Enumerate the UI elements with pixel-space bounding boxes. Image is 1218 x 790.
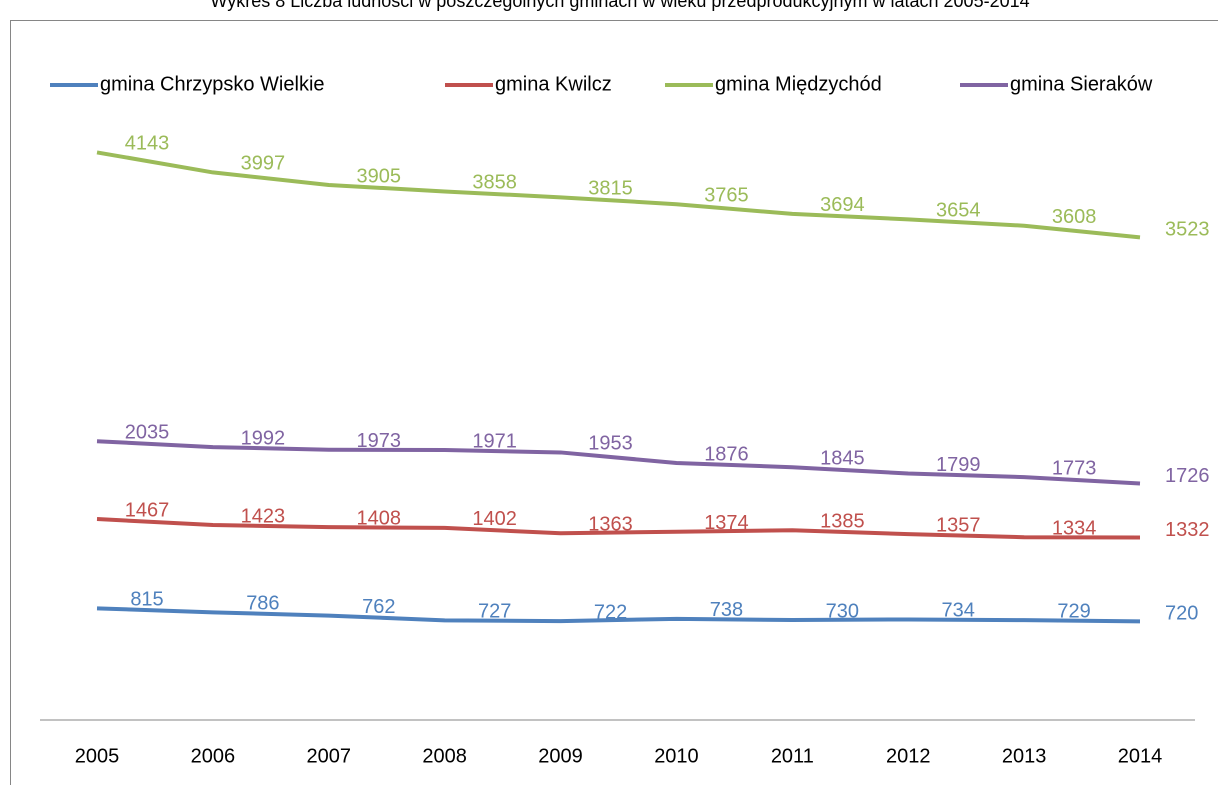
legend-label: gmina Kwilcz (495, 73, 612, 95)
data-label: 3858 (472, 172, 517, 194)
x-tick-label: 2006 (191, 745, 236, 767)
data-label: 1357 (936, 514, 981, 536)
x-tick-label: 2009 (538, 745, 583, 767)
data-label: 3815 (588, 178, 633, 200)
data-label: 3608 (1052, 206, 1097, 228)
data-label: 720 (1165, 603, 1198, 625)
data-label: 3694 (820, 194, 865, 216)
data-label: 1408 (357, 507, 402, 529)
data-label: 815 (130, 589, 163, 611)
data-label: 1726 (1165, 465, 1210, 487)
x-tick-label: 2008 (422, 745, 467, 767)
data-label: 1971 (472, 430, 517, 452)
x-tick-label: 2013 (1002, 745, 1047, 767)
x-tick-label: 2007 (307, 745, 352, 767)
chart-title: Wykres 8 Liczba ludności w poszczególnyc… (210, 0, 1029, 11)
data-label: 1467 (125, 499, 170, 521)
data-label: 3905 (357, 165, 402, 187)
data-label: 1876 (704, 443, 749, 465)
data-label: 2035 (125, 421, 170, 443)
data-label: 3765 (704, 184, 749, 206)
data-label: 722 (594, 601, 627, 623)
data-label: 1953 (588, 433, 633, 455)
data-label: 1332 (1165, 519, 1210, 541)
data-label: 738 (710, 599, 743, 621)
data-label: 730 (826, 600, 859, 622)
x-tick-label: 2011 (771, 745, 814, 767)
data-label: 727 (478, 601, 511, 623)
data-label: 1385 (820, 511, 865, 533)
data-label: 1423 (241, 505, 286, 527)
data-label: 1845 (820, 448, 865, 470)
x-tick-label: 2014 (1118, 745, 1163, 767)
data-label: 762 (362, 596, 395, 618)
data-label: 734 (942, 600, 975, 622)
data-label: 729 (1057, 600, 1090, 622)
legend-label: gmina Sieraków (1010, 73, 1153, 95)
data-label: 786 (246, 593, 279, 615)
legend-label: gmina Międzychód (715, 73, 882, 95)
data-label: 1402 (472, 508, 517, 530)
data-label: 4143 (125, 133, 170, 155)
data-label: 1973 (357, 430, 402, 452)
data-label: 3523 (1165, 219, 1210, 241)
data-label: 1363 (588, 514, 633, 536)
x-tick-label: 2010 (654, 745, 699, 767)
data-label: 1992 (241, 427, 286, 449)
data-label: 1773 (1052, 457, 1097, 479)
chart-frame (11, 21, 1218, 786)
data-label: 3654 (936, 200, 981, 222)
data-label: 1374 (704, 512, 749, 534)
x-tick-label: 2012 (886, 745, 931, 767)
data-label: 3997 (241, 153, 286, 175)
legend-label: gmina Chrzypsko Wielkie (100, 73, 325, 95)
data-label: 1799 (936, 454, 981, 476)
x-tick-label: 2005 (75, 745, 120, 767)
data-label: 1334 (1052, 518, 1097, 540)
